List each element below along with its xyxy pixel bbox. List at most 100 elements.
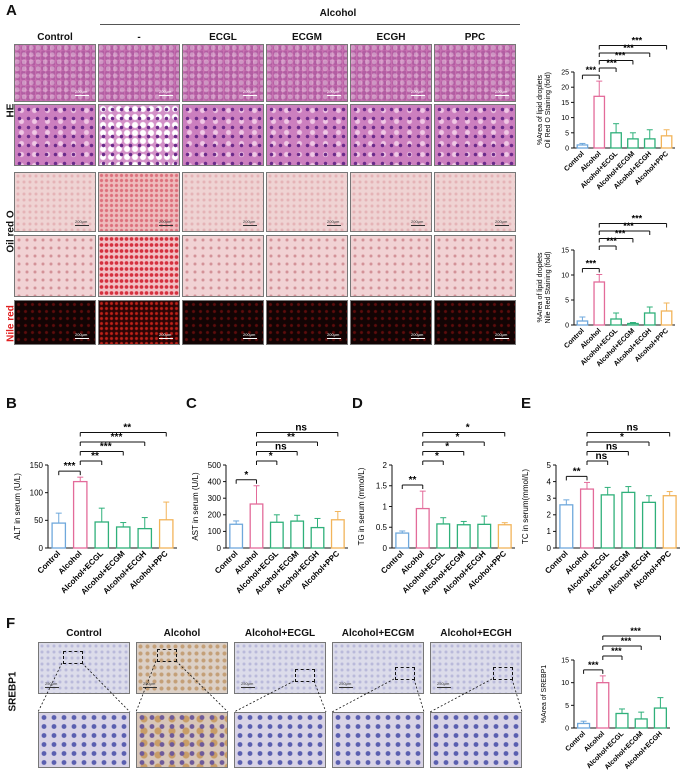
y-tick-label: 400 — [208, 477, 222, 486]
significance-label: ns — [626, 423, 638, 434]
y-tick-label: 20 — [561, 85, 569, 92]
y-tick-label: 150 — [30, 461, 44, 470]
srebp1-high-mag-tile — [234, 712, 326, 768]
y-axis-label: TG in serum (mmol/L) — [357, 467, 366, 545]
micrograph-tile: 200μm — [14, 300, 96, 345]
micrograph-tile: 200μm — [350, 300, 432, 345]
bar — [559, 504, 574, 549]
y-tick-label: 15 — [561, 247, 569, 254]
significance-label: *** — [611, 646, 622, 656]
micrograph-tile — [182, 104, 264, 166]
panel-letter-b: B — [6, 395, 17, 412]
scale-bar: 200μm — [243, 89, 256, 94]
y-axis-label-line: %Area of lipid droplets — [537, 74, 544, 145]
bar — [634, 718, 648, 729]
y-tick-label: 10 — [561, 272, 569, 279]
y-tick-label: 5 — [547, 461, 552, 470]
bar — [610, 318, 622, 326]
significance-label: *** — [606, 58, 617, 68]
micrograph-tile: 200μm — [14, 44, 96, 102]
bar — [596, 682, 610, 729]
bar — [229, 523, 244, 549]
bar — [643, 312, 656, 326]
significance-label: *** — [630, 626, 641, 636]
x-tick-label: Alcohol+PPC — [128, 549, 170, 591]
zoom-region-box — [395, 667, 415, 680]
y-tick-label: 10 — [561, 115, 569, 122]
y-tick-label: 25 — [561, 69, 569, 76]
panel-letter-f: F — [6, 615, 16, 632]
y-axis-label-line: %Area of SREBP1 — [541, 665, 548, 723]
y-tick-label: 2 — [547, 511, 552, 520]
y-tick-label: 0 — [565, 145, 569, 152]
bar — [269, 521, 284, 549]
scale-bar: 200μm — [327, 332, 340, 337]
micrograph-tile: 200μm — [266, 172, 348, 232]
micrograph-tile: 200μm — [98, 44, 180, 102]
significance-label: ns — [295, 423, 307, 434]
micrograph-tile: 200μm — [350, 172, 432, 232]
row-label-nile-red: Nile red — [5, 305, 17, 342]
y-axis-label-line: Oil Red O Staining (fold) — [545, 72, 552, 148]
significance-label: * — [466, 423, 470, 434]
scale-bar: 200μm — [411, 332, 424, 337]
scale-bar: 250μm — [437, 681, 450, 686]
y-tick-label: 10 — [561, 680, 569, 687]
significance-label: * — [269, 451, 273, 462]
y-tick-label: 2 — [383, 461, 388, 470]
srebp1-high-mag-tile — [332, 712, 424, 768]
micrograph-tile: 200μm — [266, 44, 348, 102]
y-tick-label: 1 — [547, 527, 552, 536]
scale-bar: 200μm — [495, 89, 508, 94]
scale-bar: 200μm — [75, 89, 88, 94]
column-header-3: ECGM — [292, 32, 322, 43]
y-axis-label-line: AST in serum (U/L) — [191, 472, 200, 541]
bar — [643, 138, 656, 149]
y-tick-label: 15 — [561, 100, 569, 107]
bar — [330, 519, 345, 549]
y-tick-label: 0 — [383, 544, 388, 553]
y-tick-label: 300 — [208, 494, 222, 503]
row-label-oil-red-o: Oil red O — [5, 210, 17, 253]
chart-srebp1: %Area of SREBP1051015ControlAlcoholAlcoh… — [541, 626, 670, 771]
scale-bar: 250μm — [241, 681, 254, 686]
micrograph-tile: 200μm — [14, 172, 96, 232]
significance-label: ns — [606, 442, 618, 453]
bar — [579, 488, 595, 549]
significance-label: ** — [287, 432, 295, 443]
srebp1-low-mag-tile: 250μm — [136, 642, 228, 694]
significance-label: ** — [123, 423, 131, 434]
y-tick-label: 0 — [547, 544, 552, 553]
scale-bar: 200μm — [75, 332, 88, 337]
significance-label: * — [244, 470, 248, 481]
column-header-5: PPC — [464, 32, 486, 43]
scale-bar: 250μm — [45, 681, 58, 686]
panel-letter-a: A — [6, 2, 17, 19]
y-axis-label-line: TC in serum(mmol/L) — [521, 469, 530, 544]
bar — [115, 526, 131, 549]
bar — [249, 503, 264, 549]
significance-label: *** — [111, 432, 123, 443]
chart-oil-red-o: %Area of lipid dropletsOil Red O Stainin… — [537, 36, 675, 191]
scale-bar: 200μm — [495, 332, 508, 337]
srebp1-low-mag-tile: 250μm — [38, 642, 130, 694]
significance-label: *** — [615, 51, 626, 61]
significance-label: *** — [100, 442, 112, 453]
scale-bar: 200μm — [411, 219, 424, 224]
significance-label: *** — [586, 65, 597, 75]
micrograph-tile: 200μm — [350, 44, 432, 102]
y-tick-label: 3 — [547, 494, 552, 503]
significance-label: * — [620, 432, 624, 443]
y-axis-label-line: Nile Red Staining (fold) — [545, 252, 552, 324]
column-header-0: Control — [37, 32, 73, 43]
micrograph-tile — [350, 104, 432, 166]
significance-label: * — [435, 451, 439, 462]
panel-letter-d: D — [352, 395, 363, 412]
bar — [576, 722, 591, 729]
bar — [94, 521, 110, 549]
srebp1-column-header-2: Alcohol+ECGL — [244, 628, 316, 639]
micrograph-tile: 200μm — [434, 300, 516, 345]
micrograph-tile: 200μm — [434, 172, 516, 232]
micrograph-tile — [98, 104, 180, 166]
micrograph-tile — [266, 235, 348, 297]
